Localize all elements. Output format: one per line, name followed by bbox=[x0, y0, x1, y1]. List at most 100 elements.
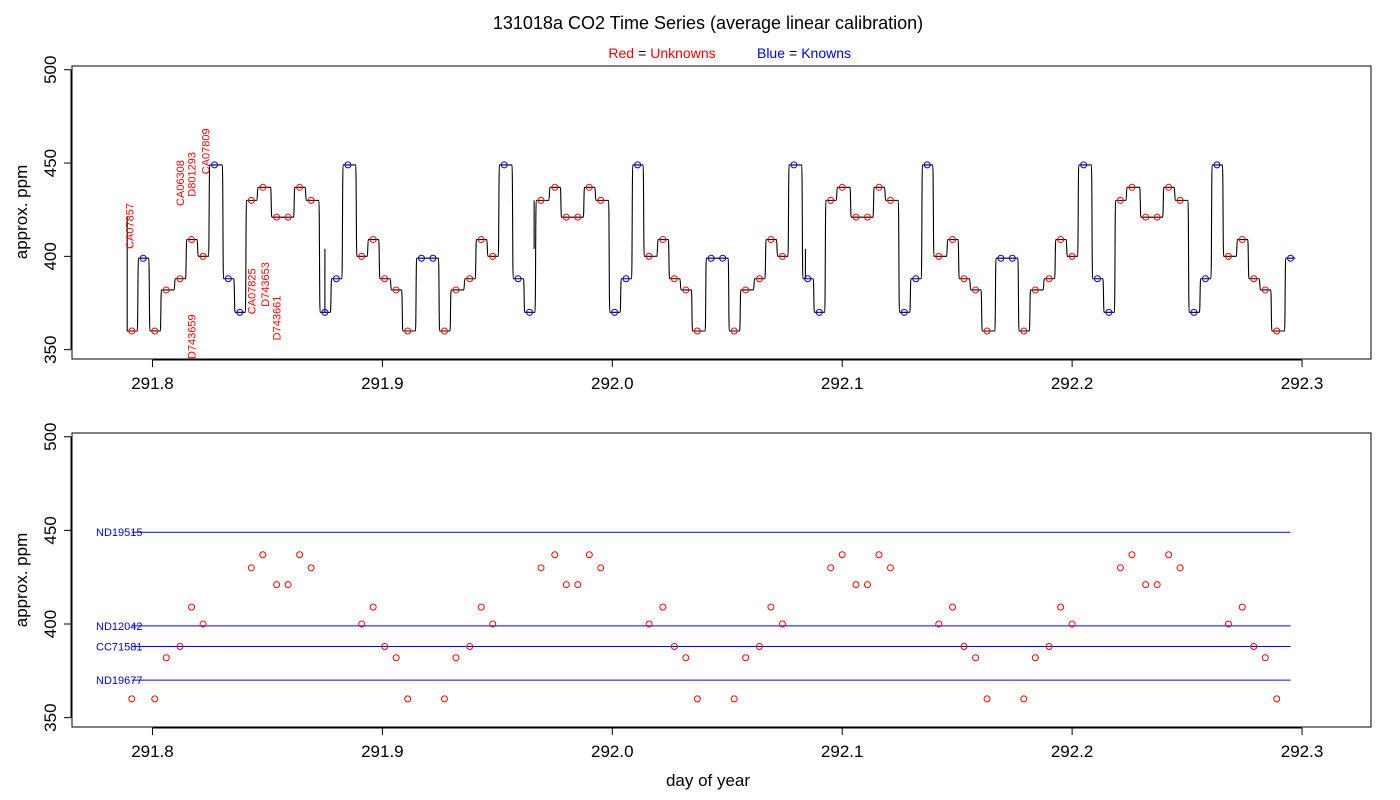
unknown-point bbox=[1176, 196, 1184, 204]
unknown-point bbox=[477, 236, 485, 244]
top-y-axis-label: approx. ppm bbox=[12, 165, 31, 260]
unknown-point bbox=[1031, 286, 1039, 294]
unknown-point bbox=[188, 603, 196, 611]
unknown-point bbox=[693, 327, 701, 335]
unknown-point bbox=[176, 642, 184, 650]
unknown-point bbox=[838, 551, 846, 559]
y-tick-label: 400 bbox=[41, 242, 60, 270]
unknown-point bbox=[983, 327, 991, 335]
known-point bbox=[500, 161, 508, 169]
unknown-point bbox=[199, 252, 207, 260]
unknown-point bbox=[659, 603, 667, 611]
unknown-point bbox=[307, 196, 315, 204]
unknown-point bbox=[551, 551, 559, 559]
known-point bbox=[1201, 275, 1209, 283]
sample-id-label: D801293 bbox=[187, 152, 199, 197]
unknown-point bbox=[852, 213, 860, 221]
unknown-point bbox=[1250, 642, 1258, 650]
standard-label: ND19515 bbox=[96, 527, 142, 539]
bottom-y-axis-label: approx. ppm bbox=[12, 533, 31, 628]
known-point bbox=[1213, 161, 1221, 169]
unknown-point bbox=[1176, 564, 1184, 572]
known-point bbox=[912, 275, 920, 283]
unknown-point bbox=[551, 183, 559, 191]
known-point bbox=[526, 308, 534, 316]
sample-id-label: CA07809 bbox=[200, 128, 212, 174]
unknown-point bbox=[452, 286, 460, 294]
sample-id-label: D743659 bbox=[187, 314, 199, 359]
known-point bbox=[719, 254, 727, 262]
unknown-point bbox=[1261, 654, 1269, 662]
legend-knowns: Blue = Knowns bbox=[757, 45, 851, 61]
unknown-point bbox=[645, 252, 653, 260]
unknown-point bbox=[935, 620, 943, 628]
unknown-point bbox=[767, 236, 775, 244]
sample-id-label: CA07825 bbox=[246, 268, 258, 314]
unknown-point bbox=[259, 183, 267, 191]
unknown-point bbox=[440, 327, 448, 335]
legend-red-value: Unknowns bbox=[650, 45, 715, 61]
unknown-point bbox=[935, 252, 943, 260]
unknown-point bbox=[162, 286, 170, 294]
unknown-point bbox=[358, 252, 366, 260]
unknown-point bbox=[1031, 654, 1039, 662]
x-tick-label: 291.9 bbox=[361, 374, 404, 393]
y-tick-label: 350 bbox=[41, 335, 60, 363]
unknown-point bbox=[273, 213, 281, 221]
unknown-point bbox=[574, 213, 582, 221]
known-point bbox=[923, 161, 931, 169]
unknown-point bbox=[452, 654, 460, 662]
unknown-point bbox=[477, 603, 485, 611]
unknown-point bbox=[886, 196, 894, 204]
bottom-panel: 291.8 291.9 292.0 292.1 292.2 292.3 350 400 450… bbox=[12, 423, 1372, 790]
y-tick-label: 500 bbox=[41, 56, 60, 84]
unknown-point bbox=[440, 695, 448, 703]
known-point bbox=[514, 275, 522, 283]
unknown-point bbox=[960, 642, 968, 650]
unknown-point bbox=[369, 603, 377, 611]
unknown-point bbox=[404, 695, 412, 703]
unknown-point bbox=[392, 654, 400, 662]
unknown-point bbox=[489, 620, 497, 628]
unknown-point bbox=[778, 620, 786, 628]
sample-id-label: CA06308 bbox=[175, 160, 187, 206]
unknown-point bbox=[827, 196, 835, 204]
y-tick-label: 450 bbox=[41, 516, 60, 544]
known-point bbox=[634, 161, 642, 169]
known-point bbox=[1287, 254, 1295, 262]
bottom-plot-area: ND19515 ND12042 CC71581 ND19677 bbox=[96, 527, 1291, 703]
unknown-point bbox=[730, 695, 738, 703]
unknown-point bbox=[1273, 695, 1281, 703]
unknown-point bbox=[852, 581, 860, 589]
known-point bbox=[139, 254, 147, 262]
unknown-point bbox=[307, 564, 315, 572]
legend-red-word: Red bbox=[608, 45, 634, 61]
unknown-point bbox=[742, 286, 750, 294]
x-tick-label: 292.2 bbox=[1051, 742, 1094, 761]
unknown-point bbox=[176, 275, 184, 283]
unknown-point bbox=[972, 654, 980, 662]
sample-id-label: D743661 bbox=[272, 296, 284, 341]
unknown-point bbox=[949, 236, 957, 244]
unknown-point bbox=[1165, 183, 1173, 191]
unknown-point bbox=[392, 286, 400, 294]
bottom-y-axis: 350 400 450 500 bbox=[41, 423, 72, 732]
unknown-point bbox=[1116, 196, 1124, 204]
unknown-point bbox=[1057, 603, 1065, 611]
unknown-point bbox=[645, 620, 653, 628]
x-tick-label: 291.8 bbox=[131, 742, 174, 761]
unknown-point bbox=[151, 695, 159, 703]
unknown-point bbox=[273, 581, 281, 589]
sample-id-label: CA07857 bbox=[124, 203, 136, 249]
x-tick-label: 291.8 bbox=[131, 374, 174, 393]
unknown-point bbox=[358, 620, 366, 628]
unknown-point bbox=[466, 275, 474, 283]
legend-blue-word: Blue bbox=[757, 45, 785, 61]
chart-title: 131018a CO2 Time Series (average linear … bbox=[493, 13, 923, 33]
unknown-point bbox=[755, 642, 763, 650]
unknown-point bbox=[778, 252, 786, 260]
unknown-point bbox=[537, 564, 545, 572]
unknown-point bbox=[489, 252, 497, 260]
